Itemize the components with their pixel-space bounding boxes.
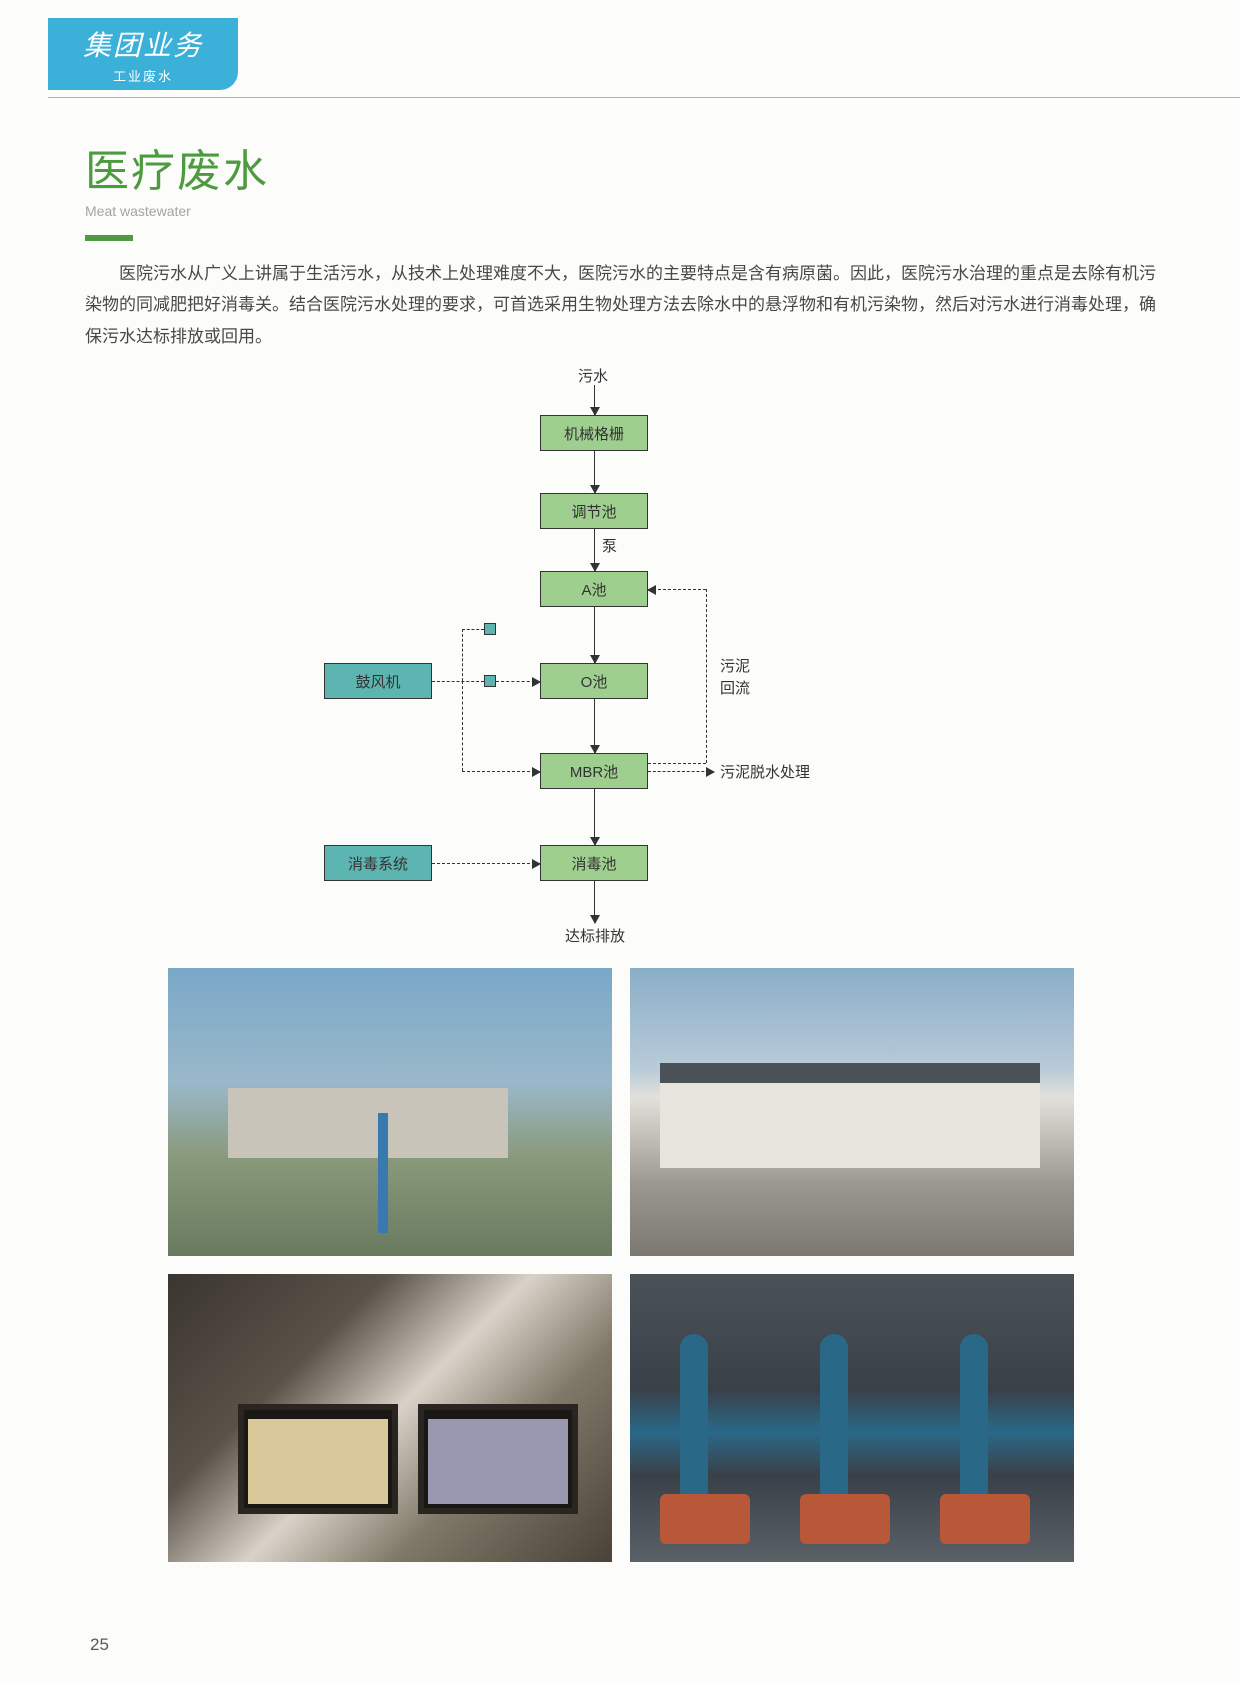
flow-sludge-label: 污泥脱水处理: [720, 761, 810, 782]
flow-node-mbr: MBR池: [540, 753, 648, 789]
flow-start-label: 污水: [578, 365, 608, 386]
header-divider: [48, 97, 1240, 98]
facility-photo-1: [168, 968, 612, 1256]
facility-photo-3: [168, 1274, 612, 1562]
flow-node-a: A池: [540, 571, 648, 607]
page-number: 25: [90, 1635, 109, 1655]
flow-dash: [462, 629, 484, 630]
flow-node-regulate: 调节池: [540, 493, 648, 529]
flow-valve-icon: [484, 675, 496, 687]
flow-dash: [648, 589, 706, 590]
flow-return-label-2: 回流: [720, 677, 750, 698]
flow-valve-icon: [484, 623, 496, 635]
flow-arrow: [594, 451, 595, 493]
flow-pump-label: 泵: [602, 535, 617, 556]
flow-arrow: [594, 607, 595, 663]
title-accent-bar: [85, 235, 133, 241]
header-main: 集团业务: [83, 24, 203, 64]
header-sub: 工业废水: [113, 66, 173, 85]
flow-dash: [648, 763, 706, 764]
flow-arrow: [594, 789, 595, 845]
body-paragraph: 医院污水从广义上讲属于生活污水，从技术上处理难度不大，医院污水的主要特点是含有病…: [85, 258, 1170, 352]
flow-dash: [496, 681, 540, 682]
flow-dash: [432, 681, 484, 682]
facility-photo-2: [630, 968, 1074, 1256]
flow-dash: [462, 629, 463, 681]
photo-grid: [168, 968, 1078, 1562]
flow-dash: [648, 771, 714, 772]
flow-arrow: [594, 699, 595, 753]
flow-dash: [462, 681, 463, 771]
flow-dash: [706, 589, 707, 763]
process-flowchart: 污水 泵 污泥 回流 污泥脱水处理 达标排放 机械格栅 调节池 A池 O池 MB…: [0, 365, 1240, 945]
flow-node-screen: 机械格栅: [540, 415, 648, 451]
flow-node-disinfect: 消毒池: [540, 845, 648, 881]
flow-node-disinfect-sys: 消毒系统: [324, 845, 432, 881]
flow-node-o: O池: [540, 663, 648, 699]
header-tab: 集团业务 工业废水: [48, 18, 238, 90]
page-subtitle: Meat wastewater: [85, 203, 269, 219]
title-block: 医疗废水 Meat wastewater: [85, 135, 269, 241]
page-title: 医疗废水: [85, 135, 269, 199]
flow-arrow: [594, 529, 595, 571]
flow-node-blower: 鼓风机: [324, 663, 432, 699]
flow-dash: [432, 863, 540, 864]
flow-arrow: [594, 385, 595, 415]
flow-return-label-1: 污泥: [720, 655, 750, 676]
facility-photo-4: [630, 1274, 1074, 1562]
flow-dash: [462, 771, 540, 772]
flow-arrow: [594, 881, 595, 923]
flow-end-label: 达标排放: [565, 925, 625, 946]
